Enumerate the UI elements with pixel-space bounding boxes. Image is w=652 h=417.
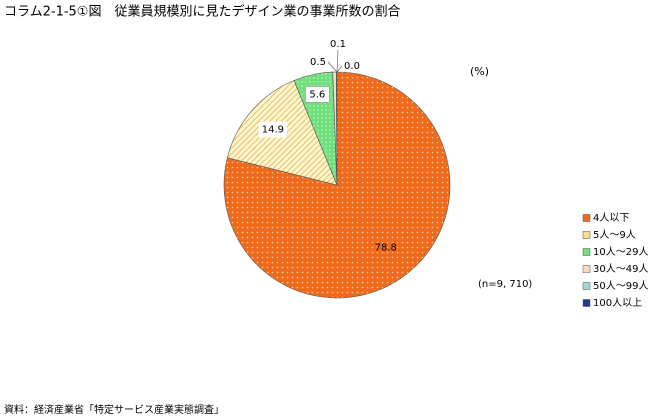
label-box [258, 121, 287, 138]
legend-label: 30人～49人 [593, 263, 648, 275]
legend-label: 100人以上 [593, 297, 642, 309]
leader-line [336, 65, 343, 73]
leader-line [336, 49, 339, 73]
data-label: 0.5 [310, 57, 326, 68]
leader-line [327, 61, 338, 73]
legend-swatch [582, 282, 591, 290]
data-label: 5.6 [309, 89, 325, 100]
legend-label: 4人以下 [593, 212, 629, 224]
legend-swatch [582, 248, 591, 256]
legend-swatch [582, 265, 591, 273]
data-label: 0.0 [344, 61, 360, 72]
unit-label: (%) [470, 65, 489, 78]
legend-label: 50人～99人 [593, 280, 648, 292]
legend-swatch [582, 231, 591, 239]
data-label: 14.9 [262, 125, 284, 136]
pie-slice [223, 71, 451, 299]
sample-note: (n=9, 710) [478, 279, 532, 290]
legend-swatch [582, 299, 591, 307]
data-label: 0.1 [330, 39, 346, 50]
label-box [305, 86, 330, 103]
legend-label: 10人～29人 [593, 246, 648, 258]
legend-swatch [582, 214, 591, 222]
chart-title: コラム2-1-5①図 従業員規模別に見たデザイン業の事業所数の割合 [4, 4, 400, 20]
legend-label: 5人～9人 [593, 229, 636, 241]
source-note: 資料：経済産業省「特定サービス産業実態調査」 [4, 403, 224, 416]
data-label: 78.8 [375, 242, 397, 253]
